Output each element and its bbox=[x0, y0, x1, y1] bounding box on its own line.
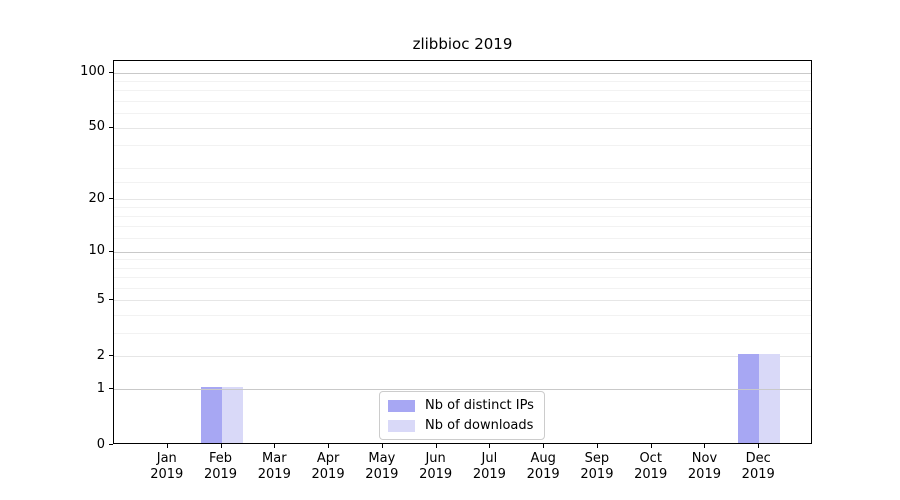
x-tick-mark bbox=[758, 444, 760, 448]
x-tick-label: Nov 2019 bbox=[687, 451, 721, 482]
x-tick-mark bbox=[328, 444, 330, 448]
x-tick-mark bbox=[704, 444, 706, 448]
x-tick-mark bbox=[650, 444, 652, 448]
gridline-minor bbox=[114, 182, 811, 184]
legend-label-downloads: Nb of downloads bbox=[425, 418, 534, 433]
gridline-minor bbox=[114, 315, 811, 317]
y-tick-label: 20 bbox=[88, 190, 105, 206]
y-tick-label: 50 bbox=[88, 119, 105, 135]
y-tick-mark bbox=[109, 198, 113, 200]
y-tick-label: 2 bbox=[96, 347, 105, 363]
gridline-decade bbox=[114, 251, 811, 253]
gridline-minor bbox=[114, 287, 811, 289]
gridline-minor bbox=[114, 216, 811, 218]
y-tick-label: 5 bbox=[96, 291, 105, 307]
decade-gridlines-layer bbox=[114, 61, 811, 443]
bars-layer bbox=[114, 61, 811, 443]
gridline-decade bbox=[114, 389, 811, 391]
y-tick-mark bbox=[109, 444, 113, 445]
bar-downloads-feb bbox=[221, 387, 243, 443]
x-tick-mark bbox=[381, 444, 383, 448]
gridline-minor bbox=[114, 238, 811, 240]
bar-distinct-ips-dec bbox=[738, 354, 760, 443]
gridline-minor bbox=[114, 81, 811, 82]
x-tick-label: Jan 2019 bbox=[150, 451, 184, 482]
x-tick-mark bbox=[274, 444, 276, 448]
gridline-minor bbox=[114, 90, 811, 92]
gridlines-layer bbox=[114, 61, 811, 443]
gridline-major bbox=[114, 300, 811, 302]
x-tick-label: Apr 2019 bbox=[311, 451, 345, 482]
gridline-minor bbox=[114, 259, 811, 261]
chart-title: zlibbioc 2019 bbox=[412, 35, 513, 53]
legend-swatch-distinct-ips bbox=[388, 399, 415, 412]
legend-item-downloads: Nb of downloads bbox=[388, 418, 534, 433]
gridline-minor bbox=[114, 113, 811, 115]
x-tick-label: Sep 2019 bbox=[580, 451, 614, 482]
gridline-major bbox=[114, 356, 811, 358]
y-tick-mark bbox=[109, 250, 113, 252]
x-tick-mark bbox=[596, 444, 598, 448]
x-tick-mark bbox=[543, 444, 545, 448]
legend-label-distinct-ips: Nb of distinct IPs bbox=[425, 398, 534, 413]
legend-item-distinct-ips: Nb of distinct IPs bbox=[388, 398, 534, 413]
gridline-minor bbox=[114, 267, 811, 269]
gridline-minor bbox=[114, 207, 811, 209]
x-tick-label: Jul 2019 bbox=[472, 451, 506, 482]
y-tick-label: 1 bbox=[96, 380, 105, 396]
x-tick-mark bbox=[220, 444, 222, 448]
y-tick-label: 0 bbox=[96, 436, 105, 452]
legend-swatch-downloads bbox=[388, 419, 415, 432]
y-tick-mark bbox=[109, 388, 113, 390]
y-tick-mark bbox=[109, 355, 113, 357]
x-tick-label: Mar 2019 bbox=[257, 451, 291, 482]
gridline-major bbox=[114, 199, 811, 201]
gridline-minor bbox=[114, 277, 811, 279]
y-tick-mark bbox=[109, 299, 113, 301]
bar-distinct-ips-feb bbox=[200, 387, 222, 443]
legend: Nb of distinct IPs Nb of downloads bbox=[379, 391, 545, 440]
y-tick-mark bbox=[109, 71, 113, 73]
y-tick-label: 100 bbox=[80, 64, 105, 80]
x-tick-label: Feb 2019 bbox=[203, 451, 238, 482]
gridline-minor bbox=[114, 226, 811, 228]
gridline-minor bbox=[114, 145, 811, 147]
x-tick-label: Dec 2019 bbox=[741, 451, 775, 482]
gridline-minor bbox=[114, 101, 811, 103]
x-tick-label: Oct 2019 bbox=[634, 451, 668, 482]
x-tick-mark bbox=[166, 444, 168, 448]
x-tick-label: Jun 2019 bbox=[419, 451, 453, 482]
gridline-major bbox=[114, 127, 811, 129]
bar-downloads-dec bbox=[759, 354, 781, 443]
x-tick-mark bbox=[489, 444, 491, 448]
x-tick-label: Aug 2019 bbox=[526, 451, 560, 482]
x-tick-label: May 2019 bbox=[365, 451, 399, 482]
plot-area: Nb of distinct IPs Nb of downloads bbox=[113, 60, 812, 444]
gridline-minor bbox=[114, 333, 811, 335]
gridline-minor bbox=[114, 167, 811, 169]
y-tick-label: 10 bbox=[88, 243, 105, 258]
x-tick-mark bbox=[435, 444, 437, 448]
y-tick-mark bbox=[109, 126, 113, 128]
gridline-decade bbox=[114, 72, 811, 74]
